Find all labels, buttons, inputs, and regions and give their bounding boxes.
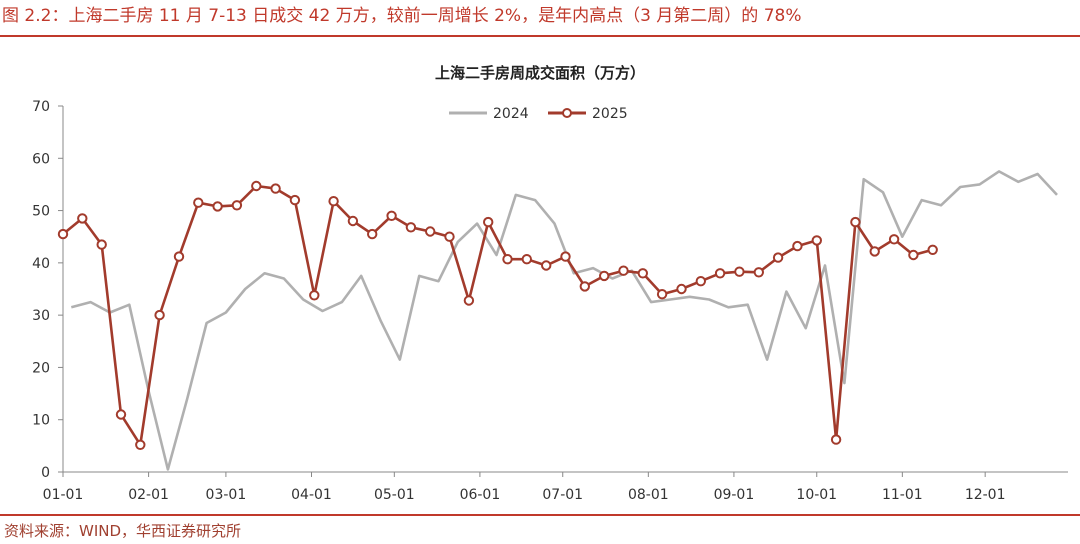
data-point-2025 bbox=[908, 249, 919, 261]
data-point-2025 bbox=[850, 216, 861, 228]
data-point-2025 bbox=[309, 290, 320, 301]
x-tick-label: 06-01 bbox=[460, 487, 501, 503]
x-tick-label: 01-01 bbox=[43, 487, 84, 503]
x-tick-label: 11-01 bbox=[882, 487, 923, 503]
legend-marker-2025 bbox=[562, 108, 572, 118]
data-point-2025 bbox=[869, 246, 880, 257]
legend-label-2025: 2025 bbox=[592, 106, 628, 122]
legend: 2024 2025 bbox=[449, 106, 628, 122]
data-point-2025 bbox=[270, 183, 281, 194]
data-point-2025 bbox=[483, 216, 494, 228]
data-point-2025 bbox=[115, 409, 127, 420]
y-tick-label: 0 bbox=[41, 465, 50, 481]
data-point-2025 bbox=[231, 200, 243, 211]
data-point-2025 bbox=[811, 235, 822, 246]
data-point-2025 bbox=[96, 239, 107, 250]
data-point-2025 bbox=[154, 309, 165, 321]
data-point-2025 bbox=[425, 226, 436, 237]
series-line-2025 bbox=[62, 184, 934, 447]
x-tick-label: 08-01 bbox=[628, 487, 669, 503]
data-point-2025 bbox=[135, 439, 146, 450]
data-point-2025 bbox=[251, 180, 262, 192]
x-tick-label: 10-01 bbox=[796, 487, 837, 503]
series-line-2024 bbox=[70, 170, 1058, 471]
x-axis: 01-01 02-01 03-01 04-01 05-01 06-01 07-01 08-01… bbox=[43, 471, 1068, 503]
data-point-2025 bbox=[328, 196, 339, 207]
data-point-2025 bbox=[173, 251, 185, 262]
data-point-2025 bbox=[637, 268, 648, 279]
y-tick-label: 50 bbox=[32, 204, 50, 220]
data-point-2025 bbox=[656, 289, 668, 300]
data-point-2025 bbox=[792, 240, 803, 252]
data-point-2025 bbox=[772, 252, 784, 263]
data-point-2025 bbox=[444, 231, 455, 242]
data-point-2025 bbox=[463, 295, 475, 306]
data-point-2025 bbox=[830, 434, 842, 445]
y-tick-label: 30 bbox=[32, 308, 50, 324]
y-tick-label: 70 bbox=[32, 99, 50, 115]
y-axis: 0 10 20 30 40 50 60 70 bbox=[32, 99, 64, 481]
data-point-2025 bbox=[347, 215, 359, 227]
legend-label-2024: 2024 bbox=[493, 106, 529, 122]
series-2025 bbox=[57, 180, 938, 450]
data-point-2025 bbox=[560, 251, 571, 262]
x-tick-label: 07-01 bbox=[542, 487, 583, 503]
x-tick-label: 03-01 bbox=[206, 487, 247, 503]
data-point-2025 bbox=[386, 210, 397, 222]
x-tick-label: 05-01 bbox=[374, 487, 415, 503]
data-point-2025 bbox=[579, 281, 590, 292]
data-point-2025 bbox=[927, 244, 938, 256]
figure-title: 图 2.2：上海二手房 11 月 7-13 日成交 42 万方，较前一周增长 2… bbox=[2, 6, 802, 26]
data-point-2025 bbox=[541, 260, 552, 271]
source-note: 资料来源：WIND，华西证券研究所 bbox=[4, 522, 242, 540]
data-point-2025 bbox=[714, 268, 726, 279]
data-point-2025 bbox=[695, 276, 706, 287]
x-tick-label: 02-01 bbox=[128, 487, 169, 503]
data-point-2025 bbox=[77, 213, 88, 224]
title-divider bbox=[0, 35, 1080, 37]
data-point-2025 bbox=[212, 201, 223, 212]
chart-title: 上海二手房周成交面积（万方） bbox=[435, 64, 645, 82]
data-point-2025 bbox=[193, 197, 204, 208]
data-point-2025 bbox=[734, 266, 745, 277]
series-layer bbox=[57, 170, 1058, 471]
data-point-2025 bbox=[599, 270, 610, 282]
data-point-2025 bbox=[618, 265, 629, 276]
x-tick-label: 12-01 bbox=[965, 487, 1006, 503]
x-tick-label: 04-01 bbox=[291, 487, 332, 503]
y-tick-label: 20 bbox=[32, 360, 50, 376]
y-tick-label: 10 bbox=[32, 413, 50, 429]
line-chart: 上海二手房周成交面积（万方） 2024 2025 0 10 20 30 40 50 60 70… bbox=[32, 64, 1068, 503]
data-point-2025 bbox=[753, 267, 764, 278]
data-point-2025 bbox=[57, 228, 69, 240]
data-point-2025 bbox=[676, 283, 687, 295]
y-tick-label: 40 bbox=[32, 256, 50, 272]
data-point-2025 bbox=[502, 254, 513, 265]
footer-divider bbox=[0, 514, 1080, 516]
data-point-2025 bbox=[289, 194, 301, 206]
y-tick-label: 60 bbox=[32, 151, 50, 167]
series-2024 bbox=[70, 170, 1058, 471]
x-tick-label: 09-01 bbox=[714, 487, 755, 503]
data-point-2025 bbox=[367, 228, 378, 240]
data-point-2025 bbox=[521, 254, 532, 265]
data-point-2025 bbox=[888, 234, 900, 245]
data-point-2025 bbox=[405, 222, 417, 233]
